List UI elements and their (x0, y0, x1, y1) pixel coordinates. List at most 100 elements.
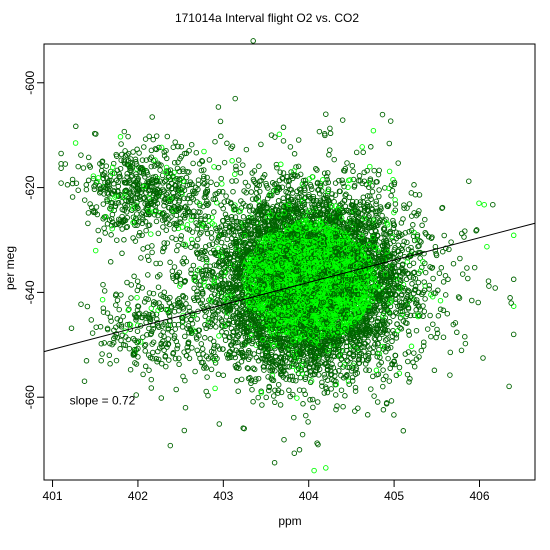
data-point (155, 212, 161, 219)
data-point (158, 144, 165, 151)
data-point (414, 297, 420, 303)
data-point (148, 163, 155, 170)
data-point (163, 363, 169, 370)
data-point (419, 222, 425, 229)
data-point (380, 376, 387, 383)
data-point (167, 167, 174, 173)
data-point (251, 168, 258, 174)
data-point (124, 321, 131, 328)
data-point (286, 376, 293, 383)
data-point (267, 191, 273, 197)
data-point (341, 183, 347, 190)
data-point (119, 151, 125, 158)
data-point (253, 185, 260, 192)
data-point (268, 365, 274, 371)
data-point (297, 171, 304, 178)
data-point (146, 133, 152, 140)
data-point (135, 354, 141, 360)
data-point (232, 95, 238, 102)
data-point (194, 288, 200, 295)
data-point (246, 348, 252, 354)
data-point (188, 141, 195, 148)
data-point (136, 232, 142, 239)
data-point (250, 398, 256, 405)
data-point (150, 301, 157, 308)
data-point (214, 355, 220, 362)
data-point (222, 247, 228, 254)
data-point (339, 117, 346, 123)
data-point (233, 163, 239, 170)
data-point (181, 427, 188, 434)
data-point (208, 366, 215, 373)
data-point (392, 201, 399, 207)
data-point (238, 358, 245, 365)
data-point (91, 183, 97, 190)
data-point (392, 309, 399, 316)
data-point (391, 412, 397, 418)
data-point (413, 356, 420, 362)
data-point (125, 133, 131, 140)
data-point (259, 402, 265, 408)
data-point (145, 272, 151, 278)
data-point (293, 377, 299, 384)
data-point (446, 246, 452, 253)
data-point (151, 208, 158, 215)
data-point (99, 351, 105, 357)
data-point (302, 376, 309, 382)
data-point (83, 358, 90, 364)
data-point (195, 236, 201, 243)
data-point (180, 260, 187, 267)
data-point (214, 343, 221, 349)
data-point (314, 167, 320, 173)
data-point (480, 355, 486, 361)
data-point (416, 192, 423, 198)
data-point (349, 374, 356, 381)
data-point (142, 343, 148, 349)
data-point (203, 201, 209, 207)
data-point (125, 300, 131, 307)
data-point (204, 174, 210, 181)
data-point (146, 315, 153, 322)
data-point (178, 143, 185, 150)
data-point (348, 346, 354, 352)
data-point (139, 157, 146, 163)
data-point (78, 152, 84, 158)
data-point (158, 395, 165, 401)
data-point (291, 414, 297, 421)
data-point (219, 181, 225, 187)
data-point (130, 214, 137, 220)
data-point (160, 210, 167, 216)
data-point (361, 335, 368, 341)
data-point (353, 149, 360, 156)
data-point (194, 243, 200, 249)
data-point (384, 336, 390, 342)
data-point (320, 177, 326, 183)
data-point (166, 221, 173, 228)
data-point (201, 181, 207, 187)
data-point (72, 140, 79, 146)
data-point (153, 133, 160, 139)
data-point (88, 317, 95, 323)
data-point (172, 355, 179, 362)
data-point (287, 393, 293, 400)
data-point (105, 179, 112, 185)
data-point (204, 230, 211, 237)
data-point (360, 149, 366, 156)
data-point (256, 163, 262, 169)
data-point (448, 239, 454, 245)
data-point (447, 349, 454, 356)
data-point (224, 140, 230, 147)
data-point (344, 357, 350, 363)
data-point (363, 367, 369, 373)
data-point (420, 343, 427, 349)
data-point (213, 324, 219, 330)
data-point (124, 152, 130, 158)
data-point (313, 165, 319, 172)
data-point (393, 372, 400, 379)
data-point (249, 196, 256, 202)
data-point (396, 364, 403, 371)
data-point (373, 198, 380, 205)
data-point (388, 192, 394, 199)
data-point (180, 293, 187, 300)
data-point (220, 372, 227, 378)
